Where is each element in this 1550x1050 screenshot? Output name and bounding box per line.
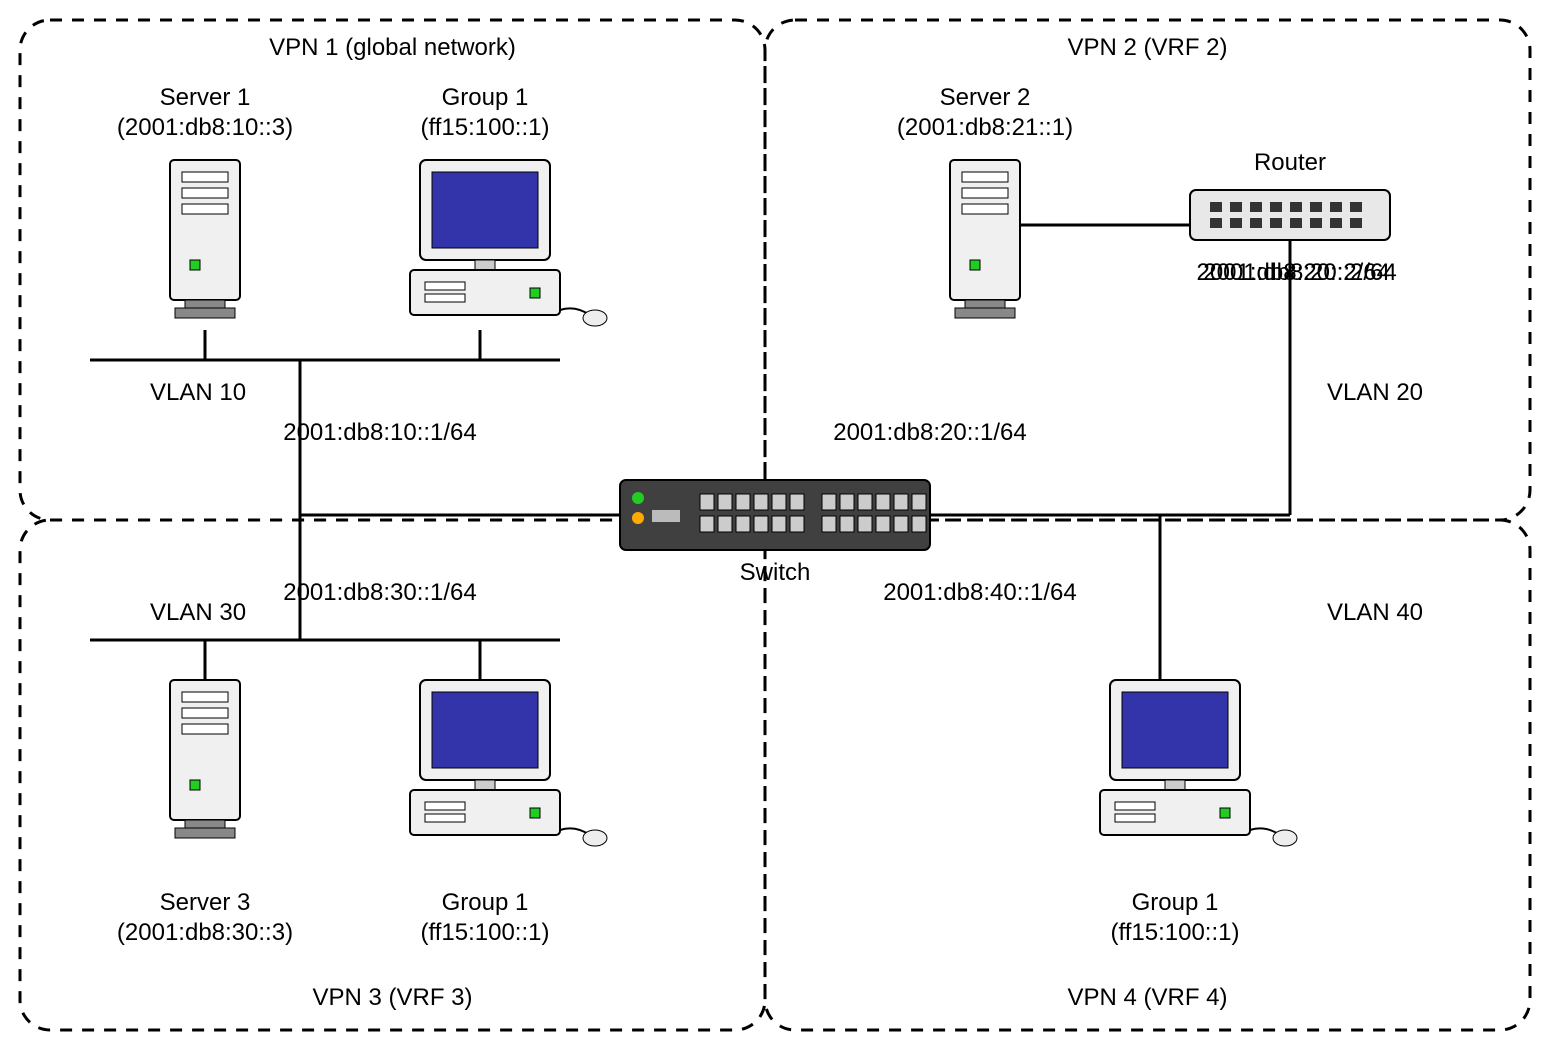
- svg-text:2001:db8:30::1/64: 2001:db8:30::1/64: [283, 579, 477, 606]
- svg-text:VPN 3 (VRF 3): VPN 3 (VRF 3): [312, 984, 472, 1011]
- svg-text:(2001:db8:10::3): (2001:db8:10::3): [117, 114, 293, 141]
- switch-icon: [620, 480, 930, 550]
- group1a-icon: [410, 160, 607, 326]
- svg-text:(2001:db8:21::1): (2001:db8:21::1): [897, 114, 1073, 141]
- svg-text:Server 3: Server 3: [160, 889, 251, 916]
- router-icon: [1190, 190, 1390, 240]
- group1d-icon: [1100, 680, 1297, 846]
- svg-text:VLAN 40: VLAN 40: [1327, 599, 1423, 626]
- svg-text:2001:db8:40::1/64: 2001:db8:40::1/64: [883, 579, 1077, 606]
- svg-text:(ff15:100::1): (ff15:100::1): [421, 919, 550, 946]
- svg-text:2001:db8:20::2/64: 2001:db8:20::2/64: [1203, 259, 1397, 286]
- svg-text:VPN 2 (VRF 2): VPN 2 (VRF 2): [1067, 34, 1227, 61]
- svg-text:(ff15:100::1): (ff15:100::1): [1111, 919, 1240, 946]
- svg-text:2001:db8:10::1/64: 2001:db8:10::1/64: [283, 419, 477, 446]
- svg-text:VPN 1 (global network): VPN 1 (global network): [269, 34, 516, 61]
- svg-text:Group 1: Group 1: [442, 84, 529, 111]
- server1-icon: [170, 160, 240, 318]
- group1c-icon: [410, 680, 607, 846]
- svg-text:VLAN 30: VLAN 30: [150, 599, 246, 626]
- server3-icon: [170, 680, 240, 838]
- svg-text:VLAN 20: VLAN 20: [1327, 379, 1423, 406]
- svg-text:2001:db8:20::1/64: 2001:db8:20::1/64: [833, 419, 1027, 446]
- svg-text:Group 1: Group 1: [442, 889, 529, 916]
- svg-text:Server 1: Server 1: [160, 84, 251, 111]
- svg-text:Router: Router: [1254, 149, 1326, 176]
- svg-text:Group 1: Group 1: [1132, 889, 1219, 916]
- svg-text:VPN 4 (VRF 4): VPN 4 (VRF 4): [1067, 984, 1227, 1011]
- svg-text:Server 2: Server 2: [940, 84, 1031, 111]
- svg-text:VLAN 10: VLAN 10: [150, 379, 246, 406]
- svg-text:(2001:db8:30::3): (2001:db8:30::3): [117, 919, 293, 946]
- svg-text:(ff15:100::1): (ff15:100::1): [421, 114, 550, 141]
- server2-icon: [950, 160, 1020, 318]
- svg-text:Switch: Switch: [740, 559, 811, 586]
